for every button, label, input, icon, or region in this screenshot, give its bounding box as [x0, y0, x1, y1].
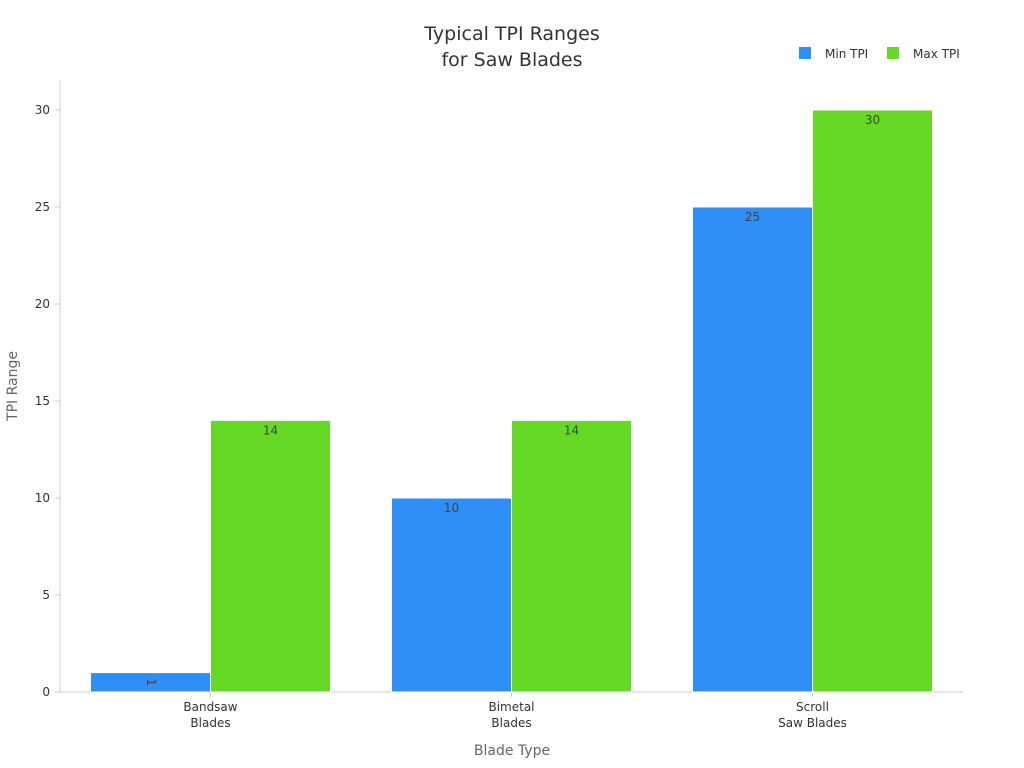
legend: Min TPI Max TPI: [799, 47, 960, 61]
bar-data-label: 14: [564, 423, 579, 437]
bar-min-tpi: [692, 206, 813, 693]
x-tick-label: Scroll: [796, 700, 829, 714]
x-tick-label: Bandsaw: [183, 700, 237, 714]
y-axis-title: TPI Range: [5, 351, 21, 422]
x-tick-label: Saw Blades: [778, 716, 847, 730]
y-tick-label: 25: [35, 200, 50, 214]
bar-data-label: 25: [745, 210, 760, 224]
legend-label: Min TPI: [825, 47, 868, 61]
y-tick-label: 20: [35, 297, 50, 311]
y-tick-label: 30: [35, 103, 50, 117]
y-tick-label: 5: [42, 588, 50, 602]
legend-swatch: [887, 47, 899, 59]
x-axis-ticks: Bandsaw Blades Bimetal Blades Scroll Saw Blad…: [183, 692, 847, 730]
legend-swatch: [799, 47, 811, 59]
bars: 1 14 10 14 25 30: [90, 109, 933, 693]
bar-max-tpi: [210, 419, 331, 693]
legend-label: Max TPI: [913, 47, 960, 61]
x-tick-label: Bimetal: [488, 700, 534, 714]
bar-max-tpi: [511, 419, 632, 693]
bar-data-label: 30: [865, 113, 880, 127]
bar-data-label: 1: [144, 678, 158, 686]
bar-data-label: 14: [263, 423, 278, 437]
x-tick-label: Blades: [190, 716, 230, 730]
y-axis-ticks: 0 5 10 15 20 25 30: [35, 103, 60, 699]
x-tick-label: Blades: [491, 716, 531, 730]
y-tick-label: 10: [35, 491, 50, 505]
bar-max-tpi: [812, 109, 933, 693]
chart-title-line-2: for Saw Blades: [441, 49, 582, 71]
x-axis-title: Blade Type: [474, 743, 550, 759]
bar-data-label: 10: [444, 501, 459, 515]
y-tick-label: 0: [42, 685, 50, 699]
y-tick-label: 15: [35, 394, 50, 408]
chart-title-line-1: Typical TPI Ranges: [423, 23, 599, 45]
bar-min-tpi: [391, 497, 512, 693]
